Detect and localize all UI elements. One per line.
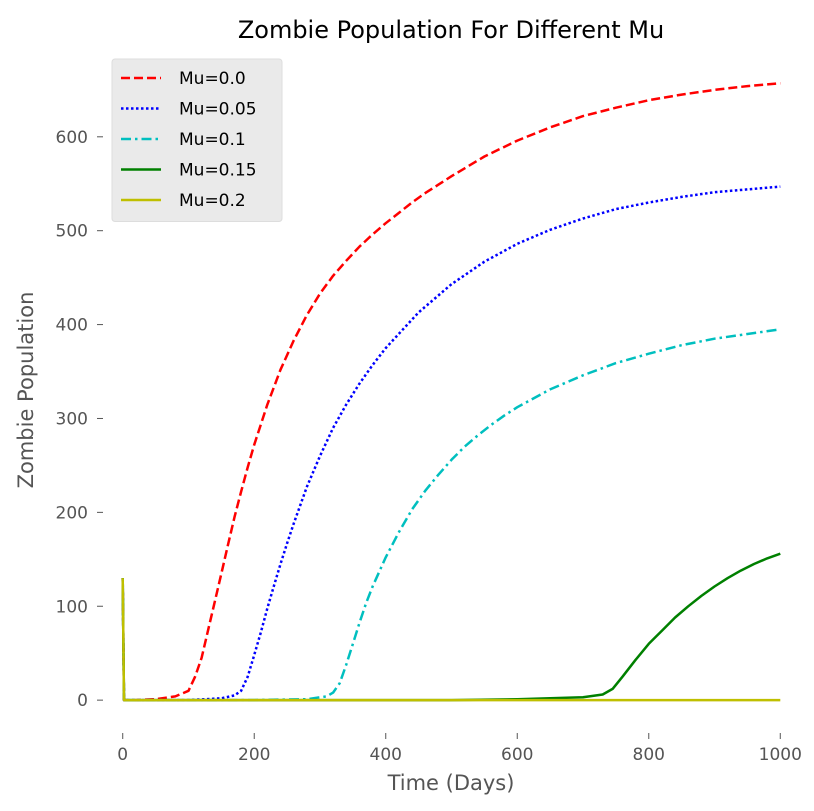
chart-title: Zombie Population For Different Mu [238,16,664,44]
legend-label: Mu=0.15 [179,161,257,181]
x-tick-label: 1000 [759,745,802,765]
y-tick-label: 300 [56,409,88,429]
y-tick-label: 200 [56,503,88,523]
y-axis-ticks: 0 100 200 300 400 500 600 [56,128,103,711]
x-axis-label: Time (Days) [387,771,515,795]
legend-label: Mu=0.1 [179,130,246,150]
y-tick-label: 400 [56,316,88,336]
y-tick-label: 100 [56,597,88,617]
legend-label: Mu=0.2 [179,191,246,211]
x-tick-label: 200 [238,745,270,765]
series-line-0 [121,82,781,702]
series-line-1 [121,185,781,702]
y-tick-label: 500 [56,222,88,242]
legend-label: Mu=0.05 [179,100,257,120]
x-tick-label: 600 [501,745,533,765]
y-axis-label: Zombie Population [14,292,38,489]
y-tick-label: 600 [56,128,88,148]
x-tick-label: 400 [370,745,402,765]
series-line-4 [121,578,781,702]
legend-label: Mu=0.0 [179,69,246,89]
series-lines [121,82,781,702]
legend: Mu=0.0 Mu=0.05 Mu=0.1 Mu=0.15 Mu=0.2 [111,58,283,222]
x-tick-label: 800 [633,745,665,765]
series-line-2 [121,328,781,702]
x-tick-label: 0 [117,745,128,765]
y-tick-label: 0 [77,691,88,711]
x-axis-ticks: 0 200 400 600 800 1000 [117,733,802,765]
legend-box [111,58,283,222]
